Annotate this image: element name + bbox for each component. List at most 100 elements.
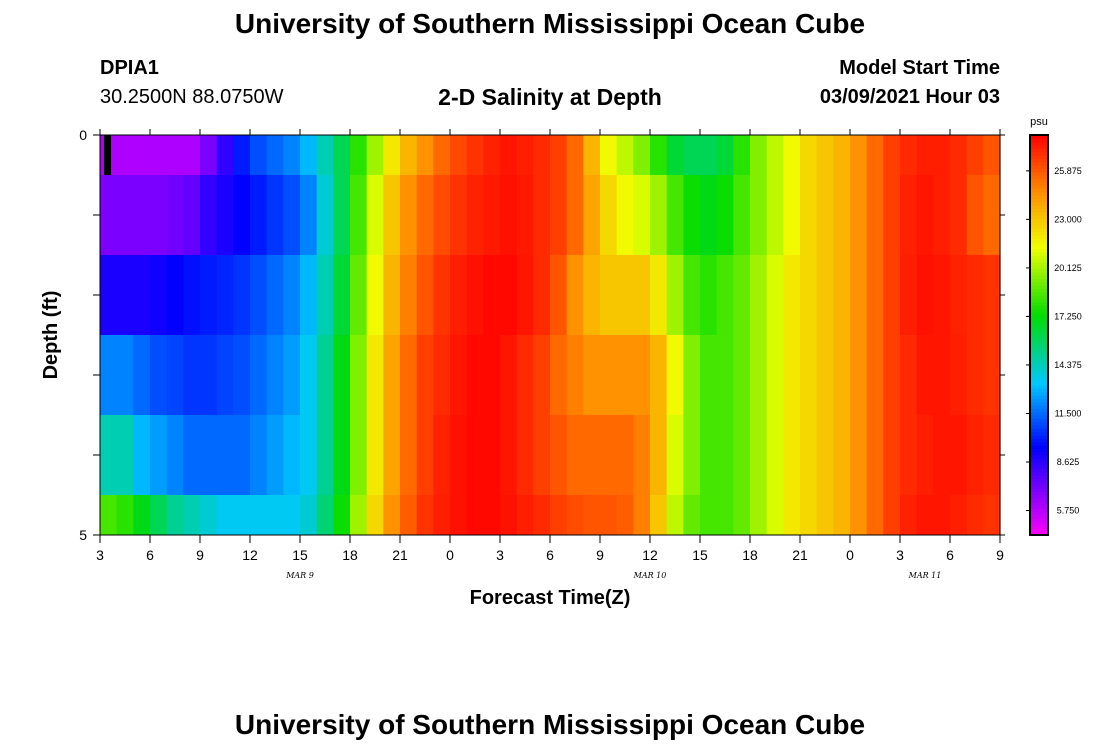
model-start-time: 03/09/2021 Hour 03 [819, 86, 1000, 108]
colorbar-segment [1030, 281, 1048, 286]
colorbar-segment [1030, 478, 1048, 483]
colorbar-segment [1030, 138, 1048, 143]
heatmap-cell [916, 415, 934, 495]
colorbar-segment [1030, 238, 1048, 243]
colorbar-segment [1030, 365, 1048, 369]
heatmap-cell [483, 335, 501, 415]
colorbar-segment [1030, 515, 1048, 519]
heatmap-cell [750, 175, 768, 255]
heatmap-cell [416, 175, 434, 255]
heatmap-cell [550, 335, 568, 415]
heatmap-cell [166, 415, 184, 495]
colorbar-tick-label: 23.000 [1054, 214, 1082, 224]
heatmap-cell [550, 415, 568, 495]
heatmap-cell [616, 495, 634, 535]
heatmap-cell [233, 175, 251, 255]
heatmap-cell [716, 415, 734, 495]
heatmap-cell [216, 255, 234, 335]
heatmap-cell [233, 135, 251, 175]
heatmap-cell [350, 175, 368, 255]
heatmap-cell [500, 415, 518, 495]
heatmap-cell [633, 175, 651, 255]
heatmap-cell [416, 415, 434, 495]
heatmap-cell [283, 135, 301, 175]
colorbar-segment [1030, 405, 1048, 409]
heatmap-cell [933, 135, 951, 175]
colorbar-segment [1030, 231, 1048, 236]
colorbar-segment [1030, 451, 1048, 456]
heatmap-cell [666, 135, 684, 175]
heatmap-cell [700, 495, 718, 535]
heatmap-cell [983, 495, 1001, 535]
heatmap-cell [850, 135, 868, 175]
heatmap-cell [300, 415, 318, 495]
heatmap-cell [716, 255, 734, 335]
heatmap-cell [933, 335, 951, 415]
heatmap-cell [333, 335, 351, 415]
heatmap-cell [516, 495, 534, 535]
heatmap-cell [750, 255, 768, 335]
colorbar-segment [1030, 311, 1048, 316]
colorbar-segment [1030, 421, 1048, 426]
heatmap-cell [433, 415, 451, 495]
heatmap-cell [800, 495, 818, 535]
colorbar-segment [1030, 301, 1048, 306]
heatmap-cell [300, 135, 318, 175]
heatmap-cell [900, 335, 918, 415]
colorbar-segment [1030, 375, 1048, 379]
heatmap-cell [800, 175, 818, 255]
colorbar-segment [1030, 245, 1048, 249]
x-tick-label: 0 [846, 547, 854, 563]
heatmap-cell [333, 255, 351, 335]
heatmap-cell [133, 255, 151, 335]
heatmap-cell [316, 335, 334, 415]
colorbar-segment [1030, 198, 1048, 203]
heatmap-cell [500, 175, 518, 255]
heatmap-cell [733, 135, 751, 175]
colorbar-segment [1030, 518, 1048, 523]
heatmap-cell [916, 175, 934, 255]
heatmap-cell [900, 255, 918, 335]
heatmap-cell [383, 175, 401, 255]
colorbar-segment [1030, 255, 1048, 259]
colorbar-segment [1030, 501, 1048, 506]
heatmap-cell [600, 495, 618, 535]
heatmap-cell [866, 255, 884, 335]
heatmap-cell [883, 335, 901, 415]
colorbar-segment [1030, 201, 1048, 206]
colorbar-segment [1030, 358, 1048, 363]
heatmap-cell [850, 175, 868, 255]
heatmap-cell [466, 495, 484, 535]
heatmap-cell [350, 135, 368, 175]
colorbar-segment [1030, 211, 1048, 216]
colorbar-segment [1030, 508, 1048, 513]
heatmap-cell [216, 335, 234, 415]
heatmap-cell [316, 415, 334, 495]
heatmap-cell [583, 175, 601, 255]
heatmap-cell [133, 135, 151, 175]
heatmap-cell [300, 495, 318, 535]
heatmap-cell [116, 335, 134, 415]
heatmap-cell [183, 495, 201, 535]
heatmap-cell [683, 415, 701, 495]
heatmap-cell [816, 335, 834, 415]
heatmap-cell [366, 335, 384, 415]
heatmap-cell [633, 135, 651, 175]
y-tick-label: 0 [79, 127, 87, 143]
heatmap-cell [300, 175, 318, 255]
heatmap-cell [766, 495, 784, 535]
heatmap-cell [733, 175, 751, 255]
heatmap-cell [650, 255, 668, 335]
heatmap-cell [616, 255, 634, 335]
heatmap-cell [866, 415, 884, 495]
colorbar-segment [1030, 511, 1048, 516]
heatmap-cell [550, 135, 568, 175]
heatmap-cell [533, 135, 551, 175]
colorbar-segment [1030, 275, 1048, 279]
colorbar-segment [1030, 295, 1048, 299]
heatmap-cell [550, 255, 568, 335]
colorbar-segment [1030, 371, 1048, 376]
heatmap-cell [766, 175, 784, 255]
colorbar-segment [1030, 525, 1048, 529]
heatmap-cell [650, 175, 668, 255]
